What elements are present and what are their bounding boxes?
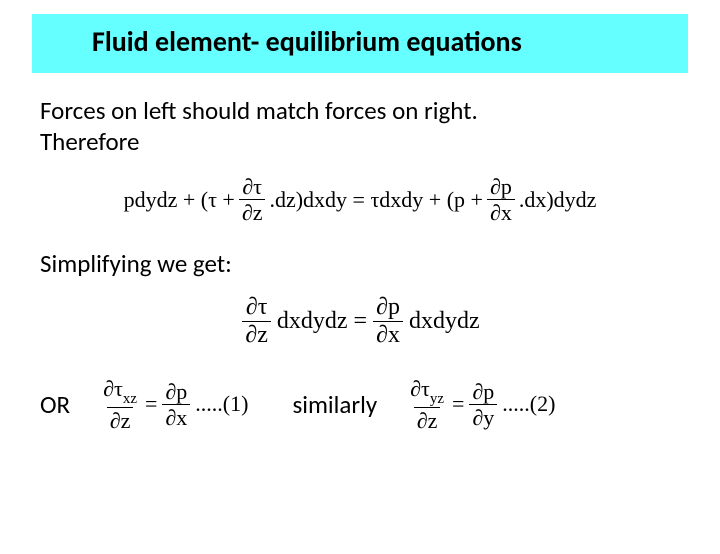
equation-1-wrap: pdydz + (τ + ∂τ ∂z .dz)dxdy = τdxdy + (p… bbox=[0, 157, 720, 224]
eq1-frac1: ∂τ ∂z bbox=[239, 175, 266, 224]
equation-2-wrap: ∂τ ∂z dxdydz = ∂p ∂x dxdydz bbox=[0, 279, 720, 348]
equation-1: pdydz + (τ + ∂τ ∂z .dz)dxdy = τdxdy + (p… bbox=[124, 175, 597, 224]
eq4-f2d: ∂y bbox=[469, 404, 497, 429]
equation-4: ∂τyz ∂z = ∂p ∂y .....(2) bbox=[405, 377, 555, 432]
eq1-t2: .dz)dxdy = τdxdy + (p + bbox=[269, 187, 482, 213]
eq2-end: dxdydz bbox=[409, 308, 480, 335]
eq4-eq: = bbox=[452, 391, 464, 417]
eq1-f1d: ∂z bbox=[239, 199, 266, 224]
similarly-label: similarly bbox=[292, 389, 377, 420]
or-label: OR bbox=[40, 389, 70, 420]
eq2-frac2: ∂p ∂x bbox=[373, 295, 403, 348]
eq3-tail: .....(1) bbox=[195, 391, 248, 417]
eq4-f2n: ∂p bbox=[469, 380, 497, 404]
eq1-frac2: ∂p ∂x bbox=[487, 175, 515, 224]
simplify-text: Simplifying we get: bbox=[40, 248, 680, 279]
eq1-f2d: ∂x bbox=[487, 199, 515, 224]
intro-line-2: Therefore bbox=[40, 126, 680, 157]
eq4-f1n: ∂τyz bbox=[407, 377, 447, 407]
row-3: OR ∂τxz ∂z = ∂p ∂x .....(1) similarly ∂τ… bbox=[0, 377, 720, 432]
eq3-f1n-a: ∂τ bbox=[103, 376, 123, 401]
eq2-frac1: ∂τ ∂z bbox=[242, 295, 271, 348]
eq3-frac1: ∂τxz ∂z bbox=[100, 377, 140, 432]
slide-title: Fluid element- equilibrium equations bbox=[92, 24, 680, 59]
eq1-f1n: ∂τ bbox=[239, 175, 265, 199]
eq1-t1: pdydz + (τ + bbox=[124, 187, 235, 213]
eq2-mid: dxdydz = bbox=[277, 308, 367, 335]
eq3-f2n: ∂p bbox=[162, 380, 190, 404]
eq4-tail: .....(2) bbox=[502, 391, 555, 417]
eq1-t3: .dx)dydz bbox=[519, 187, 597, 213]
eq4-frac2: ∂p ∂y bbox=[469, 380, 497, 429]
eq2-f1d: ∂z bbox=[242, 321, 271, 348]
eq3-f2d: ∂x bbox=[162, 404, 190, 429]
eq3-eq: = bbox=[145, 391, 157, 417]
eq4-f1n-sub: yz bbox=[430, 391, 444, 407]
eq3-f1d: ∂z bbox=[107, 407, 134, 432]
eq2-f2n: ∂p bbox=[373, 295, 403, 321]
eq2-f1n: ∂τ bbox=[243, 295, 271, 321]
intro-text: Forces on left should match forces on ri… bbox=[40, 95, 680, 157]
eq4-f1n-a: ∂τ bbox=[410, 376, 430, 401]
equation-3: ∂τxz ∂z = ∂p ∂x .....(1) bbox=[98, 377, 248, 432]
equation-2: ∂τ ∂z dxdydz = ∂p ∂x dxdydz bbox=[240, 295, 479, 348]
eq4-frac1: ∂τyz ∂z bbox=[407, 377, 447, 432]
intro-line-1: Forces on left should match forces on ri… bbox=[40, 95, 680, 126]
eq2-f2d: ∂x bbox=[373, 321, 403, 348]
eq3-f1n: ∂τxz bbox=[100, 377, 140, 407]
eq4-f1d: ∂z bbox=[414, 407, 441, 432]
eq3-f1n-sub: xz bbox=[123, 391, 137, 407]
title-bar: Fluid element- equilibrium equations bbox=[32, 14, 688, 73]
eq3-frac2: ∂p ∂x bbox=[162, 380, 190, 429]
eq1-f2n: ∂p bbox=[487, 175, 515, 199]
